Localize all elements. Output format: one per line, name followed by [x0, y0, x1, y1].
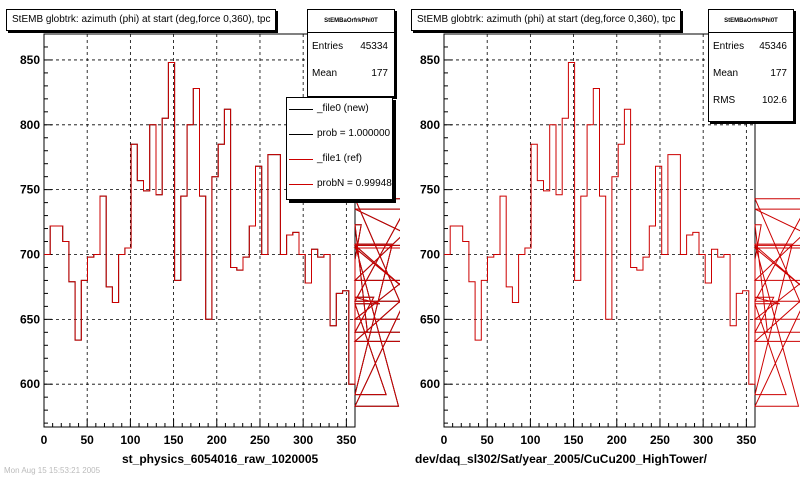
stat-value: 177	[371, 68, 388, 79]
legend-label: probN = 0.99948	[317, 178, 392, 189]
y-tick-label: 800	[420, 118, 440, 132]
timestamp-text: Mon Aug 15 15:53:21 2005	[4, 466, 101, 475]
series--file1-ref-	[444, 62, 800, 407]
y-tick-label: 700	[420, 247, 440, 261]
x-tick-label: 200	[607, 433, 627, 447]
left-stat-row: Entries 45334	[308, 33, 394, 60]
right-stats-name: StEMBaOrfrkPhi0T	[709, 10, 793, 33]
right-stat-row: Entries 45346	[709, 33, 793, 60]
stat-value: 102.6	[761, 95, 787, 106]
stat-value: 45346	[759, 41, 787, 52]
x-tick-label: 250	[650, 433, 670, 447]
y-tick-label: 600	[420, 377, 440, 391]
x-tick-label: 300	[693, 433, 713, 447]
y-tick-label: 850	[20, 53, 40, 67]
legend-line	[289, 184, 313, 185]
x-tick-label: 150	[164, 433, 184, 447]
x-tick-label: 0	[441, 433, 448, 447]
x-tick-label: 350	[736, 433, 756, 447]
x-tick-label: 0	[41, 433, 48, 447]
right-chart-title: StEMB globtrk: azimuth (phi) at start (d…	[411, 9, 682, 31]
x-tick-label: 350	[336, 433, 356, 447]
y-tick-label: 650	[20, 312, 40, 326]
x-tick-label: 100	[520, 433, 540, 447]
x-tick-label: 200	[207, 433, 227, 447]
right-stats-box: StEMBaOrfrkPhi0T Entries 45346 Mean 177 …	[708, 9, 794, 122]
stat-key: Entries	[312, 41, 344, 52]
comparison-legend: _file0 (new) prob = 1.000000 _file1 (ref…	[286, 97, 393, 200]
x-tick-label: 300	[293, 433, 313, 447]
y-tick-label: 750	[20, 183, 40, 197]
legend-line	[289, 134, 313, 135]
y-tick-label: 600	[20, 377, 40, 391]
stat-key: Mean	[713, 68, 739, 79]
left-chart-title: StEMB globtrk: azimuth (phi) at start (d…	[6, 9, 277, 31]
x-tick-label: 100	[120, 433, 140, 447]
left-stat-row: Mean 177	[308, 60, 394, 87]
legend-line	[289, 109, 313, 110]
legend-entry: _file1 (ref)	[287, 149, 392, 169]
right-stat-row: Mean 177	[709, 60, 793, 87]
legend-label: _file0 (new)	[317, 103, 369, 114]
stat-key: RMS	[713, 95, 736, 106]
right-panel: 0 50 100 150 200 250 300 350 600 650 700 750 800 850 …	[400, 0, 800, 480]
left-stats-name: StEMBaOrfrkPhi0T	[308, 10, 394, 33]
right-stat-row: RMS 102.6	[709, 87, 793, 114]
stat-key: Entries	[713, 41, 745, 52]
stat-key: Mean	[312, 68, 338, 79]
left-file-label: st_physics_6054016_raw_1020005	[122, 452, 319, 466]
right-file-label: dev/daq_sl302/Sat/year_2005/CuCu200_High…	[415, 452, 707, 466]
y-tick-label: 750	[420, 183, 440, 197]
legend-entry: _file0 (new)	[287, 99, 392, 119]
legend-entry: probN = 0.99948	[287, 174, 392, 194]
x-tick-label: 150	[564, 433, 584, 447]
y-tick-label: 650	[420, 312, 440, 326]
right-histogram-chart: 0 50 100 150 200 250 300 350 600 650 700 750 800 850	[420, 33, 800, 447]
x-tick-label: 50	[81, 433, 95, 447]
y-tick-label: 800	[20, 118, 40, 132]
y-tick-label: 850	[420, 53, 440, 67]
x-tick-label: 250	[250, 433, 270, 447]
legend-label: prob = 1.000000	[317, 128, 391, 139]
x-tick-label: 50	[481, 433, 495, 447]
stat-value: 177	[770, 68, 787, 79]
legend-line	[289, 159, 313, 160]
left-panel: 0 50 100 150 200 250 300 350 600 650 700 750 800 850 …	[4, 9, 400, 475]
y-tick-label: 700	[20, 247, 40, 261]
legend-label: _file1 (ref)	[317, 153, 363, 164]
series--file1-ref-	[44, 62, 400, 407]
left-stats-box: StEMBaOrfrkPhi0T Entries 45334 Mean 177	[307, 9, 395, 97]
legend-entry: prob = 1.000000	[287, 124, 392, 144]
stat-value: 45334	[360, 41, 388, 52]
